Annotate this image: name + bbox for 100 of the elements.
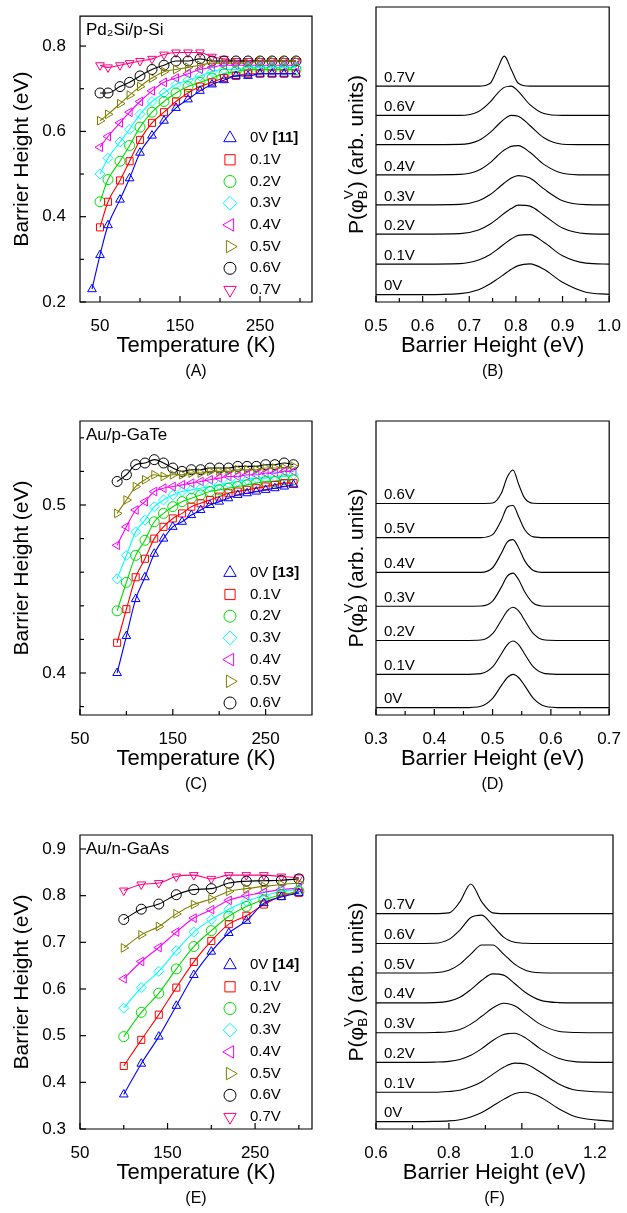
- point: [241, 479, 253, 491]
- point: [125, 157, 134, 166]
- point: [224, 927, 234, 936]
- point: [243, 883, 252, 894]
- x-axis-title: Barrier Height (eV): [402, 1159, 587, 1185]
- x-tick-label: 0.6: [539, 728, 563, 748]
- point: [135, 903, 147, 915]
- point: [170, 963, 182, 975]
- point: [170, 927, 180, 937]
- point: [137, 81, 146, 92]
- x-tick-label: 0.4: [422, 728, 447, 748]
- legend-label: 0.3V: [250, 628, 281, 646]
- point: [153, 880, 164, 889]
- point: [171, 97, 181, 106]
- series-label: 0.2V: [384, 215, 415, 233]
- point: [94, 87, 106, 99]
- point: [149, 548, 160, 557]
- point: [130, 459, 142, 471]
- point: [148, 486, 158, 497]
- point: [147, 55, 157, 65]
- point: [222, 471, 232, 482]
- x-axis-title: Temperature (K): [116, 332, 276, 358]
- point: [159, 115, 169, 124]
- point: [111, 605, 123, 617]
- point: [205, 904, 215, 915]
- point: [170, 87, 182, 99]
- point: [242, 911, 251, 920]
- point: [176, 465, 188, 477]
- point: [182, 55, 194, 67]
- point: [188, 913, 197, 923]
- point: [118, 1031, 130, 1043]
- point: [185, 464, 197, 476]
- point: [194, 64, 203, 75]
- y-tick-label: 0.4: [42, 662, 66, 682]
- point: [170, 55, 182, 67]
- point: [197, 60, 206, 71]
- point: [183, 93, 193, 103]
- x-axis-title: Temperature (K): [116, 1159, 276, 1185]
- point: [102, 131, 111, 142]
- point: [118, 1002, 130, 1014]
- point: [205, 883, 217, 895]
- point: [139, 496, 148, 507]
- point: [158, 457, 170, 469]
- point: [120, 549, 132, 561]
- point: [159, 108, 169, 117]
- point: [134, 96, 143, 107]
- point: [114, 136, 126, 148]
- point: [183, 49, 193, 58]
- point: [167, 481, 176, 492]
- point: [204, 462, 216, 474]
- point: [158, 77, 167, 88]
- point: [158, 533, 169, 542]
- point: [102, 174, 114, 186]
- point: [153, 965, 165, 977]
- point: [173, 909, 182, 919]
- y-tick-label: 0.2: [42, 291, 66, 311]
- point: [124, 60, 135, 69]
- legend-label: 0.3V: [250, 1020, 281, 1038]
- point: [115, 62, 125, 71]
- series-label: 0.2V: [384, 622, 415, 640]
- point: [124, 139, 136, 151]
- series-label: 0V: [384, 689, 403, 707]
- point: [206, 72, 218, 84]
- point: [120, 522, 130, 532]
- point: [188, 872, 199, 881]
- point: [287, 466, 297, 477]
- point: [150, 534, 159, 543]
- point: [173, 64, 182, 75]
- point: [159, 522, 168, 531]
- point: [134, 108, 146, 120]
- series-label: 0.4V: [384, 156, 415, 174]
- point: [94, 196, 106, 208]
- point: [206, 466, 216, 477]
- point: [197, 468, 207, 478]
- point: [216, 466, 225, 477]
- point: [148, 454, 160, 466]
- point: [120, 576, 132, 588]
- point: [148, 501, 160, 513]
- point: [103, 64, 113, 73]
- x-axis-title: Barrier Height (eV): [400, 332, 585, 358]
- point: [214, 496, 225, 505]
- point: [271, 463, 281, 473]
- point: [232, 460, 244, 472]
- point: [258, 875, 270, 887]
- point: [146, 106, 158, 118]
- legend-label: 0.6V: [250, 258, 281, 276]
- point: [187, 502, 196, 511]
- x-axis-title: Temperature (K): [116, 745, 276, 771]
- point: [118, 1088, 129, 1098]
- legend-label: 0.4V: [250, 649, 281, 667]
- point: [158, 59, 170, 71]
- point: [195, 489, 207, 501]
- point: [105, 109, 114, 120]
- point: [167, 521, 178, 530]
- legend-label: 0.7V: [250, 1107, 281, 1125]
- legend-label: 0V [14]: [250, 955, 300, 973]
- point: [278, 474, 290, 486]
- point: [222, 477, 234, 489]
- point: [206, 946, 217, 955]
- point: [158, 96, 170, 108]
